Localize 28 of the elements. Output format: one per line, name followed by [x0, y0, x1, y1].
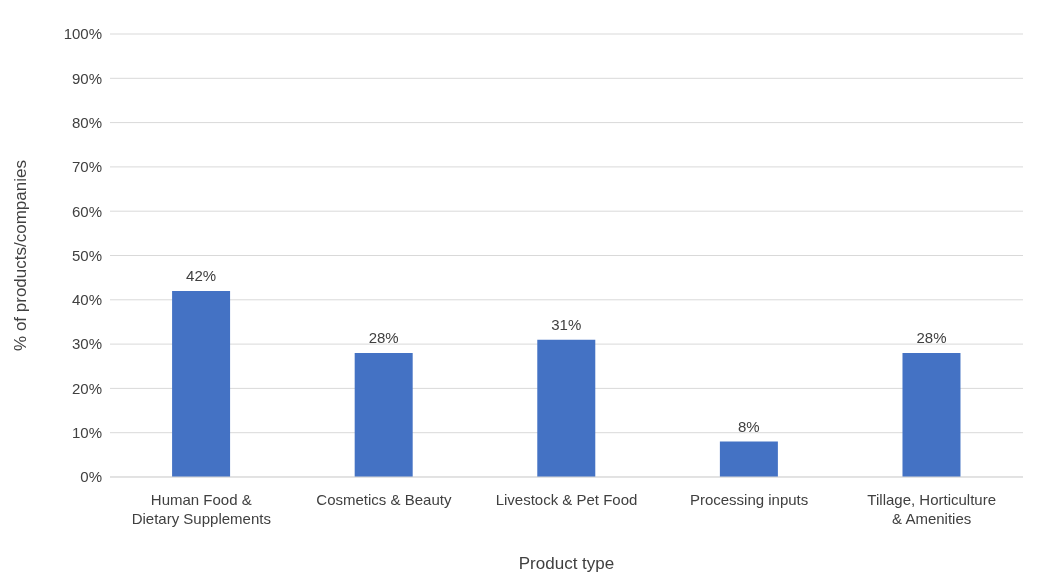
x-axis-title: Product type [518, 554, 615, 573]
x-tick-label: Livestock & Pet Food [495, 491, 638, 508]
y-tick-label: 100% [63, 25, 102, 43]
data-label: 28% [368, 328, 399, 346]
data-label: 28% [916, 328, 947, 346]
y-tick-label: 20% [71, 379, 102, 397]
data-label: 8% [738, 417, 760, 435]
y-tick-label: 50% [71, 246, 102, 264]
y-tick-label: 0% [80, 468, 102, 486]
data-label: 42% [186, 266, 217, 284]
data-label: 31% [551, 315, 582, 333]
y-tick-label: 80% [71, 113, 102, 131]
x-tick-label: Processing inputs [689, 491, 809, 508]
bar [172, 290, 231, 477]
y-tick-label: 70% [71, 158, 102, 176]
y-tick-label: 60% [71, 202, 102, 220]
y-tick-label: 30% [71, 335, 102, 353]
bar [719, 441, 778, 477]
y-tick-label: 40% [71, 291, 102, 309]
x-tick-label: Cosmetics & Beauty [316, 491, 452, 508]
y-tick-label: 10% [71, 424, 102, 442]
bar [537, 339, 596, 477]
bar [354, 352, 413, 477]
x-tick-label: Tillage, Horticulture & Amenities [867, 491, 997, 527]
x-tick-label: Human Food & Dietary Supplements [131, 491, 271, 527]
y-axis-title: % of products/companies [11, 160, 31, 351]
y-tick-label: 90% [71, 69, 102, 87]
bar [902, 352, 961, 477]
